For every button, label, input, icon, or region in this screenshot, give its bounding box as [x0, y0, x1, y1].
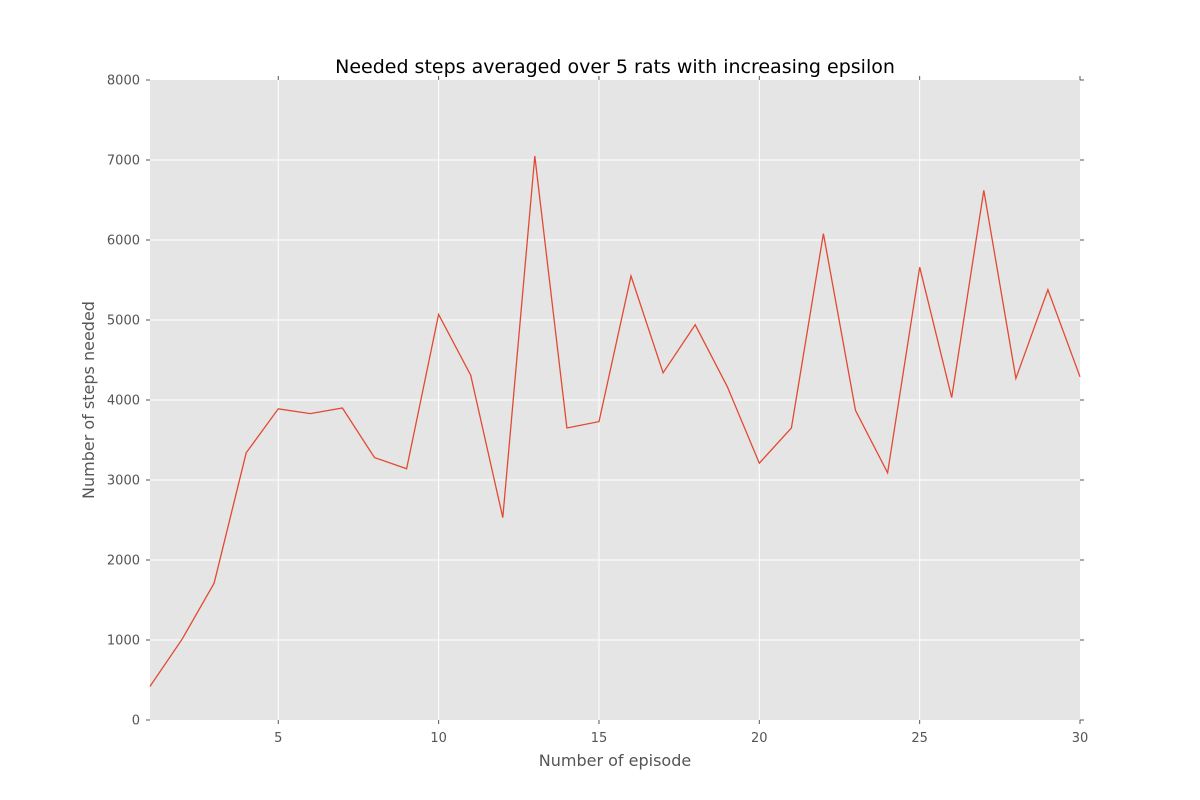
series-layer: [149, 155, 1081, 687]
x-tick-label: 25: [911, 731, 928, 746]
x-tick-label: 15: [591, 731, 608, 746]
x-tick-label: 5: [274, 731, 282, 746]
x-tick-label: 20: [751, 731, 768, 746]
y-axis-label: Number of steps needed: [79, 301, 98, 499]
y-tick-label: 8000: [107, 74, 140, 89]
y-tick-label: 3000: [107, 474, 140, 489]
series-line: [149, 155, 1081, 687]
grid-lines: [150, 80, 1080, 720]
x-axis-label: Number of episode: [539, 751, 691, 770]
y-tick-label: 7000: [107, 154, 140, 169]
chart-title: Needed steps averaged over 5 rats with i…: [335, 56, 895, 78]
y-tick-label: 4000: [107, 394, 140, 409]
y-tick-label: 6000: [107, 234, 140, 249]
x-tick-label: 30: [1072, 731, 1089, 746]
y-tick-label: 2000: [107, 554, 140, 569]
y-tick-label: 0: [132, 714, 140, 729]
y-tick-label: 1000: [107, 634, 140, 649]
y-tick-label: 5000: [107, 314, 140, 329]
x-tick-label: 10: [430, 731, 447, 746]
axis-ticks: 0 1000 2000 3000 4000 5000 6000 7000 8000 5 10 15 20…: [107, 74, 1088, 747]
